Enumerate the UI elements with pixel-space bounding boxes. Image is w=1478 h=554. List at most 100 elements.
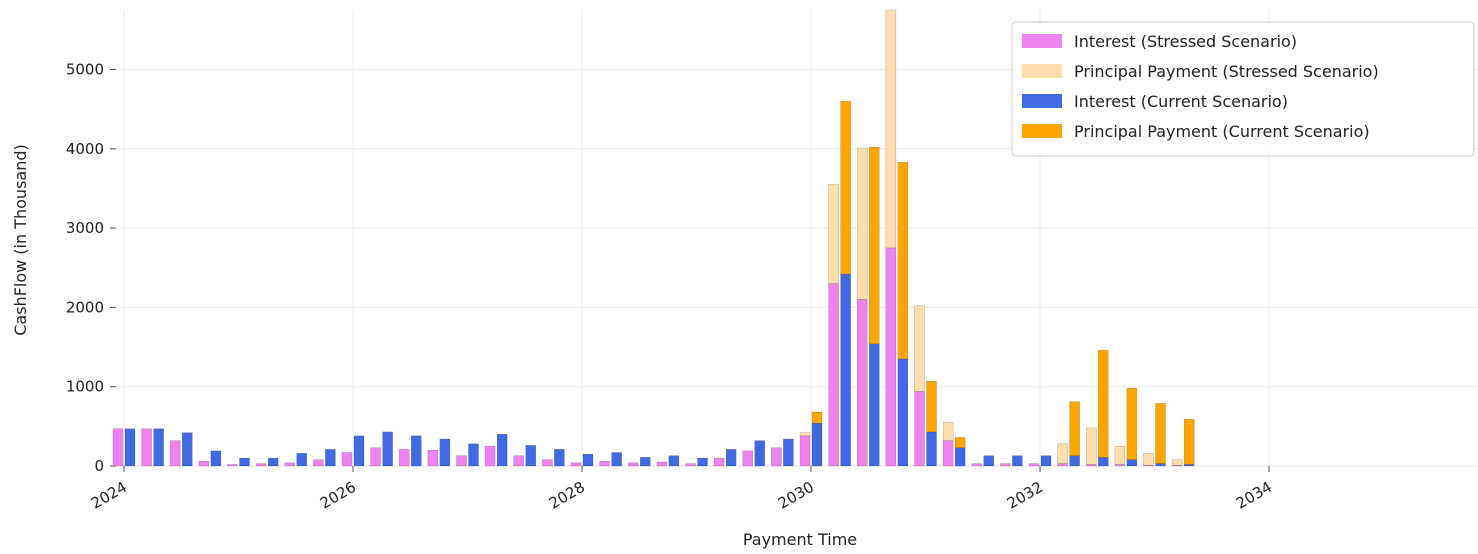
bar-principal-payment-stressed-scenario [914,305,925,392]
bar-interest-current-scenario [1012,455,1023,467]
bar-interest-stressed-scenario [599,461,610,467]
bar-principal-payment-current-scenario [897,162,909,360]
bar-interest-stressed-scenario [1000,463,1011,467]
bar-principal-payment-stressed-scenario [828,184,839,284]
bar-interest-stressed-scenario [828,283,839,467]
bar-principal-payment-current-scenario [1069,401,1080,456]
bar-interest-stressed-scenario [628,462,639,467]
bar-interest-stressed-scenario [771,447,782,467]
bar-interest-current-scenario [783,438,794,467]
bar-interest-stressed-scenario [255,463,267,467]
legend-swatch [1022,34,1062,48]
x-axis-label: Payment Time [743,530,857,549]
x-tick-label: 2026 [317,478,359,513]
bar-principal-payment-stressed-scenario [942,422,954,441]
bar-interest-current-scenario [1098,457,1109,467]
bar-principal-payment-stressed-scenario [1086,427,1097,465]
bar-interest-current-scenario [239,457,250,467]
bar-principal-payment-current-scenario [926,380,937,433]
bar-principal-payment-stressed-scenario [1143,453,1154,466]
legend-swatch [1022,124,1062,138]
bar-interest-stressed-scenario [742,450,753,467]
bar-interest-stressed-scenario [799,435,811,467]
bar-interest-stressed-scenario [971,463,982,467]
bar-interest-current-scenario [296,453,307,467]
bar-principal-payment-stressed-scenario [1171,459,1183,466]
bar-interest-stressed-scenario [141,428,152,467]
bar-interest-current-scenario [668,455,680,467]
bar-interest-current-scenario [1069,455,1080,467]
bar-interest-current-scenario [124,428,136,467]
bar-interest-stressed-scenario [484,445,496,467]
bar-principal-payment-stressed-scenario [857,147,868,300]
bar-interest-current-scenario [468,443,479,467]
legend-swatch [1022,94,1062,108]
bar-principal-payment-current-scenario [869,146,880,345]
bar-principal-payment-current-scenario [954,437,966,448]
bar-interest-current-scenario [611,452,622,467]
bar-interest-current-scenario [210,450,222,467]
bars [112,9,1195,467]
bar-interest-current-scenario [1040,455,1052,467]
y-tick-label: 5000 [66,60,104,78]
bar-interest-stressed-scenario [313,459,324,467]
bar-interest-current-scenario [1126,459,1138,467]
bar-interest-current-scenario [439,438,451,467]
y-tick-label: 3000 [66,219,104,237]
bar-interest-stressed-scenario [198,461,210,467]
bar-interest-current-scenario [325,449,336,467]
bar-principal-payment-stressed-scenario [799,432,811,437]
legend-swatch [1022,64,1062,78]
bar-interest-stressed-scenario [1086,464,1097,467]
bar-interest-current-scenario [382,431,393,467]
bar-interest-current-scenario [182,432,193,467]
bar-interest-stressed-scenario [656,461,668,467]
bar-interest-stressed-scenario [713,457,725,467]
bar-interest-stressed-scenario [427,449,439,467]
bar-interest-stressed-scenario [857,299,868,467]
bar-interest-current-scenario [411,435,422,467]
bar-interest-current-scenario [1183,464,1195,467]
x-tick-label: 2024 [88,478,130,513]
bar-interest-current-scenario [267,457,279,467]
legend-label: Principal Payment (Stressed Scenario) [1074,62,1379,81]
bar-principal-payment-current-scenario [840,100,851,275]
bar-interest-stressed-scenario [542,459,553,467]
y-tick-label: 0 [94,457,104,475]
legend-frame [1011,21,1475,157]
bar-interest-stressed-scenario [942,440,954,467]
bar-interest-stressed-scenario [570,462,582,467]
legend-label: Interest (Current Scenario) [1074,92,1288,111]
bar-interest-current-scenario [640,457,651,467]
legend-label: Interest (Stressed Scenario) [1074,32,1297,51]
bar-interest-current-scenario [754,440,765,467]
bar-principal-payment-current-scenario [1183,419,1195,465]
bar-interest-current-scenario [697,457,708,467]
bar-interest-current-scenario [869,343,880,467]
y-tick-label: 2000 [66,298,104,316]
bar-principal-payment-stressed-scenario [1114,445,1126,465]
bar-principal-payment-current-scenario [1098,350,1109,458]
bar-interest-stressed-scenario [370,447,381,467]
bar-interest-stressed-scenario [1057,463,1068,467]
bar-interest-current-scenario [496,434,508,467]
bar-principal-payment-current-scenario [1126,388,1138,460]
bar-interest-stressed-scenario [170,440,181,467]
bar-principal-payment-stressed-scenario [1057,443,1068,464]
bar-principal-payment-current-scenario [1155,403,1166,464]
bar-interest-current-scenario [897,358,909,467]
bar-interest-current-scenario [811,422,823,467]
bar-principal-payment-current-scenario [811,411,823,424]
bar-interest-current-scenario [926,431,937,467]
bar-interest-current-scenario [153,428,164,467]
bar-interest-stressed-scenario [1028,463,1040,467]
bar-interest-current-scenario [840,273,851,467]
bar-interest-stressed-scenario [1114,464,1126,467]
x-tick-label: 2034 [1233,478,1275,513]
legend: Interest (Stressed Scenario) Principal Pa… [1011,21,1475,157]
bar-interest-current-scenario [983,455,994,467]
bar-interest-stressed-scenario [914,391,925,467]
bar-interest-current-scenario [525,445,536,467]
x-tick-label: 2028 [546,478,588,513]
